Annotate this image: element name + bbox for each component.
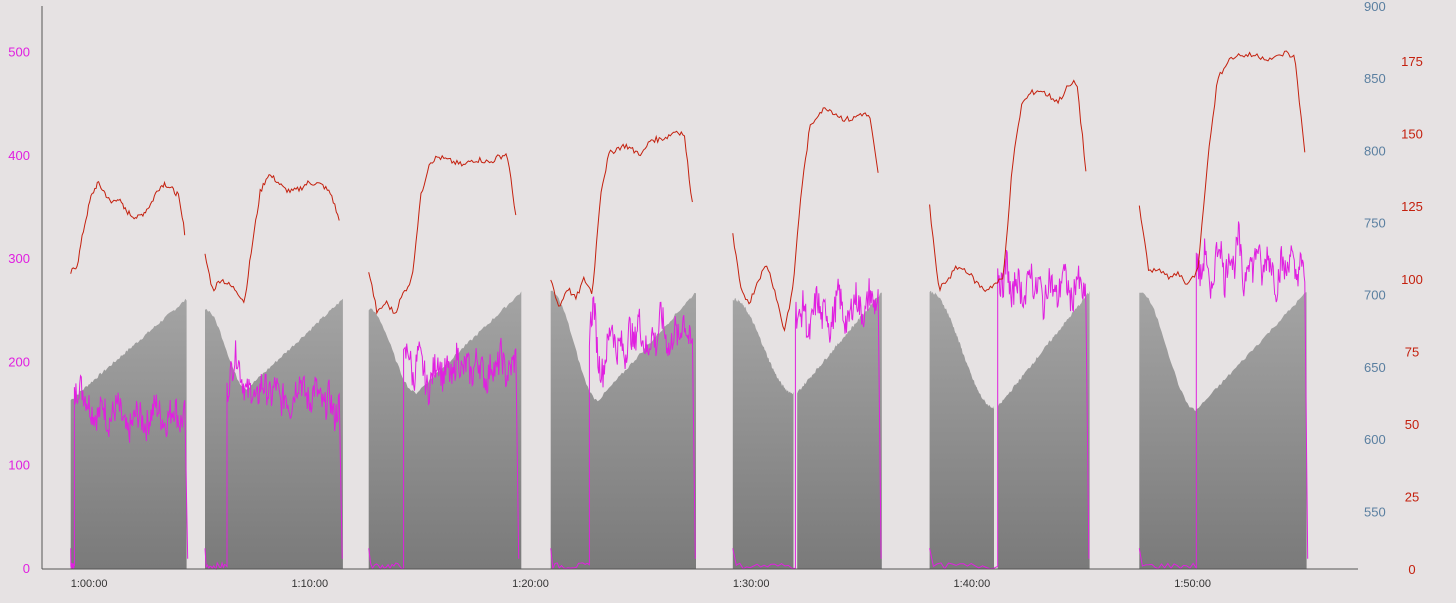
right-inner-tick-label: 50 [1405, 417, 1419, 432]
power-line-1 [70, 374, 189, 569]
heart-rate-line-4 [550, 130, 693, 307]
right-outer-tick-label: 850 [1364, 71, 1386, 86]
right-inner-tick-label: 0 [1408, 562, 1415, 577]
heart-rate-line-3 [368, 152, 517, 315]
x-tick-label: 1:40:00 [954, 578, 991, 590]
x-tick-label: 1:30:00 [733, 578, 770, 590]
right-outer-tick-label: 800 [1364, 143, 1386, 158]
elevation-area-9 [1139, 292, 1307, 569]
heart-rate-line-layer [70, 50, 1306, 333]
x-tick-label: 1:00:00 [71, 578, 108, 590]
left-tick-label: 100 [8, 458, 30, 473]
elevation-area-layer [70, 290, 1307, 569]
elevation-area-2 [205, 298, 343, 569]
right-outer-tick-label: 900 [1364, 0, 1386, 14]
left-axis-ticks: 0 100 200 300 400 500 [8, 45, 30, 577]
heart-rate-line-5 [732, 107, 879, 333]
heart-rate-line-2 [204, 173, 340, 304]
right-outer-tick-label: 650 [1364, 360, 1386, 375]
elevation-area-7 [929, 290, 994, 569]
right-outer-tick-label: 550 [1364, 504, 1386, 519]
left-tick-label: 300 [8, 251, 30, 266]
power-line-3 [368, 337, 520, 570]
left-tick-label: 500 [8, 45, 30, 60]
right-outer-tick-label: 600 [1364, 432, 1386, 447]
x-axis-ticks: 1:00:00 1:10:00 1:20:00 1:30:00 1:40:00 1:50:… [71, 578, 1211, 590]
power-line-layer [70, 221, 1309, 571]
axes [41, 6, 1358, 570]
elevation-area-5 [732, 298, 794, 569]
right-inner-tick-label: 25 [1405, 489, 1419, 504]
left-tick-label: 0 [23, 561, 30, 576]
elevation-area-4 [550, 290, 696, 569]
heart-rate-line-9 [1138, 50, 1306, 285]
power-line-2 [204, 340, 343, 571]
elevation-area-6 [797, 292, 882, 569]
elevation-area-3 [368, 291, 522, 569]
right-inner-tick-label: 75 [1405, 344, 1419, 359]
x-tick-label: 1:20:00 [512, 578, 549, 590]
right-inner-axis-ticks: 0 25 50 75 100 125 150 175 [1401, 54, 1423, 577]
right-inner-tick-label: 100 [1401, 272, 1423, 287]
power-line-4 [550, 296, 696, 570]
right-outer-axis-ticks: 550 600 650 700 750 800 850 900 [1364, 0, 1386, 519]
power-line-7 [929, 250, 1090, 570]
heart-rate-line-1 [70, 180, 186, 274]
right-inner-tick-label: 125 [1401, 199, 1423, 214]
right-outer-tick-label: 750 [1364, 216, 1386, 231]
right-inner-tick-label: 150 [1401, 127, 1423, 142]
right-outer-tick-label: 700 [1364, 288, 1386, 303]
power-line-5 [732, 278, 882, 570]
elevation-area-8 [997, 291, 1090, 569]
left-tick-label: 400 [8, 148, 30, 163]
x-tick-label: 1:50:00 [1174, 578, 1211, 590]
right-inner-tick-label: 175 [1401, 54, 1423, 69]
left-tick-label: 200 [8, 354, 30, 369]
x-tick-label: 1:10:00 [291, 578, 328, 590]
heart-rate-line-7 [929, 79, 1087, 293]
power-line-9 [1138, 221, 1309, 570]
